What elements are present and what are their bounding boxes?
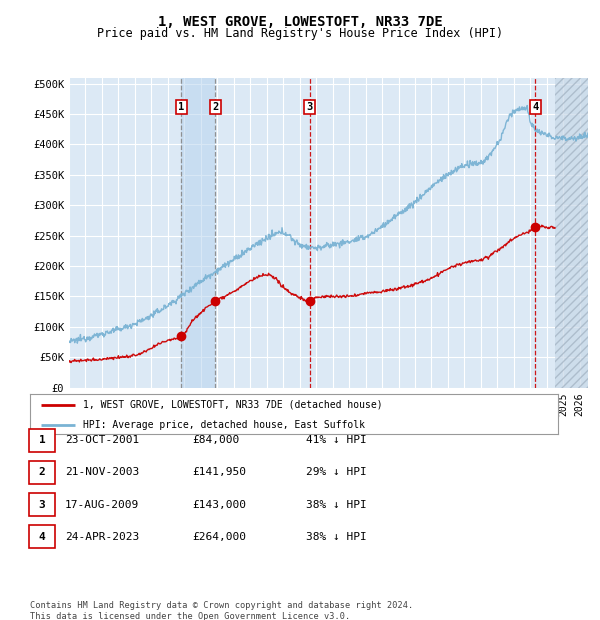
Text: 21-NOV-2003: 21-NOV-2003 (65, 467, 139, 477)
Text: 1: 1 (178, 102, 184, 112)
Text: 1, WEST GROVE, LOWESTOFT, NR33 7DE: 1, WEST GROVE, LOWESTOFT, NR33 7DE (158, 16, 442, 30)
Text: HPI: Average price, detached house, East Suffolk: HPI: Average price, detached house, East… (83, 420, 365, 430)
Text: Price paid vs. HM Land Registry's House Price Index (HPI): Price paid vs. HM Land Registry's House … (97, 27, 503, 40)
Text: 38% ↓ HPI: 38% ↓ HPI (306, 500, 367, 510)
Text: 38% ↓ HPI: 38% ↓ HPI (306, 532, 367, 542)
Text: 29% ↓ HPI: 29% ↓ HPI (306, 467, 367, 477)
Text: £141,950: £141,950 (192, 467, 246, 477)
Text: 3: 3 (38, 500, 46, 510)
Text: 41% ↓ HPI: 41% ↓ HPI (306, 435, 367, 445)
Text: Contains HM Land Registry data © Crown copyright and database right 2024.
This d: Contains HM Land Registry data © Crown c… (30, 601, 413, 620)
Text: 4: 4 (532, 102, 539, 112)
Text: £84,000: £84,000 (192, 435, 239, 445)
Text: 23-OCT-2001: 23-OCT-2001 (65, 435, 139, 445)
Text: 1: 1 (38, 435, 46, 445)
Text: £143,000: £143,000 (192, 500, 246, 510)
Text: 4: 4 (38, 532, 46, 542)
Text: £264,000: £264,000 (192, 532, 246, 542)
Text: 24-APR-2023: 24-APR-2023 (65, 532, 139, 542)
Bar (555, 78, 588, 388)
Text: 2: 2 (38, 467, 46, 477)
Text: 1, WEST GROVE, LOWESTOFT, NR33 7DE (detached house): 1, WEST GROVE, LOWESTOFT, NR33 7DE (deta… (83, 399, 382, 410)
Text: 2: 2 (212, 102, 218, 112)
Bar (181, 78, 215, 388)
Text: 3: 3 (307, 102, 313, 112)
Text: 17-AUG-2009: 17-AUG-2009 (65, 500, 139, 510)
